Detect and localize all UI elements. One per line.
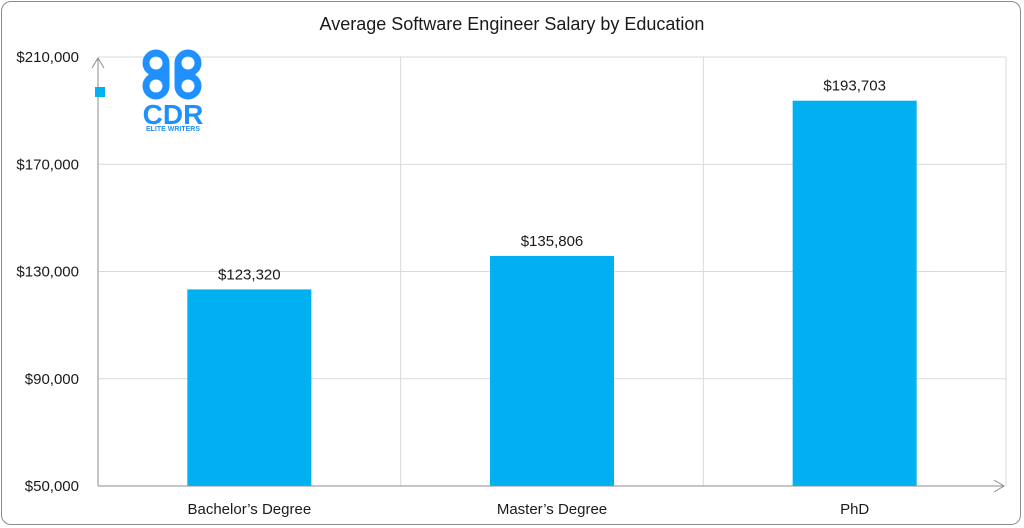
bar [187, 289, 312, 486]
logo-tagline: ELITE WRITERS [146, 126, 200, 133]
logo-knot-icon [142, 49, 202, 100]
category-label: Bachelor’s Degree [187, 501, 311, 518]
bar [490, 255, 614, 486]
y-tick-label: $210,000 [16, 49, 79, 66]
bar [792, 100, 917, 486]
cdr-logo: CDR ELITE WRITERS [142, 49, 204, 133]
y-tick-label: $50,000 [25, 478, 79, 495]
logo-mark: CDR [143, 99, 204, 130]
x-axis-arrow-icon [993, 479, 1005, 493]
category-labels: Bachelor’s Degree Master’s Degree PhD [187, 501, 869, 518]
bars [187, 100, 917, 486]
category-label: Master’s Degree [497, 501, 607, 518]
legend-marker-icon [95, 87, 105, 97]
y-tick-label: $170,000 [16, 156, 79, 173]
data-label: $193,703 [823, 78, 886, 95]
y-tick-label: $90,000 [25, 371, 79, 388]
category-label: PhD [840, 501, 869, 518]
data-labels: $123,320 $135,806 $193,703 [218, 78, 886, 284]
data-label: $135,806 [521, 233, 584, 250]
y-axis-arrow-icon [91, 57, 105, 69]
axes [91, 57, 1005, 493]
y-tick-label: $130,000 [16, 264, 79, 281]
chart-title: Average Software Engineer Salary by Educ… [320, 14, 705, 34]
y-tick-labels: $50,000 $90,000 $130,000 $170,000 $210,000 [16, 49, 79, 495]
data-label: $123,320 [218, 266, 281, 283]
